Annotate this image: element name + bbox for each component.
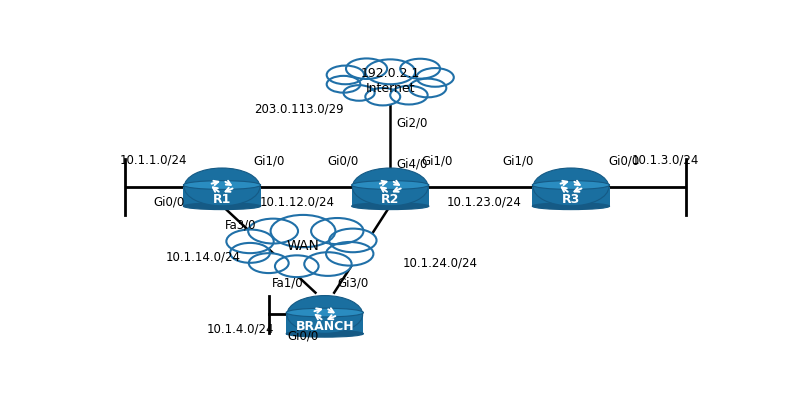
Circle shape (400, 59, 439, 79)
Text: R2: R2 (381, 193, 399, 206)
Ellipse shape (286, 330, 363, 337)
Text: Gi0/0: Gi0/0 (608, 154, 638, 167)
Ellipse shape (351, 181, 428, 189)
Ellipse shape (183, 181, 260, 189)
Circle shape (287, 296, 362, 333)
Text: Gi4/0: Gi4/0 (396, 158, 427, 170)
Ellipse shape (183, 203, 260, 210)
Bar (286, 314, 363, 335)
Text: R3: R3 (561, 193, 579, 206)
Text: 10.1.12.0/24: 10.1.12.0/24 (259, 195, 334, 208)
Circle shape (326, 65, 364, 84)
Text: BRANCH: BRANCH (296, 320, 353, 333)
Bar (183, 187, 260, 207)
Text: 10.1.1.0/24: 10.1.1.0/24 (119, 154, 186, 167)
Bar (532, 187, 609, 207)
Ellipse shape (532, 203, 609, 210)
Circle shape (345, 59, 387, 79)
Text: Fa1/0: Fa1/0 (271, 277, 303, 290)
Text: Gi0/0: Gi0/0 (153, 196, 185, 209)
Circle shape (326, 76, 360, 93)
Circle shape (416, 68, 453, 87)
Bar (351, 187, 428, 207)
Circle shape (271, 215, 335, 247)
Text: Gi0/0: Gi0/0 (328, 154, 359, 167)
Circle shape (365, 88, 400, 105)
Circle shape (275, 255, 318, 277)
Circle shape (328, 229, 376, 252)
Text: Gi3/0: Gi3/0 (337, 277, 368, 290)
Circle shape (365, 59, 414, 84)
Circle shape (230, 243, 270, 263)
Ellipse shape (286, 308, 363, 317)
Text: Gi1/0: Gi1/0 (253, 154, 284, 167)
Text: Gi1/0: Gi1/0 (421, 154, 452, 167)
Circle shape (248, 253, 288, 273)
Circle shape (409, 79, 446, 97)
Text: WAN: WAN (286, 239, 319, 253)
Text: Gi2/0: Gi2/0 (396, 117, 427, 130)
Text: Gi0/0: Gi0/0 (287, 329, 318, 342)
Circle shape (248, 219, 298, 244)
Text: 10.1.14.0/24: 10.1.14.0/24 (165, 250, 241, 263)
Ellipse shape (351, 203, 428, 210)
Circle shape (389, 86, 427, 105)
Text: 10.1.24.0/24: 10.1.24.0/24 (402, 257, 477, 269)
Circle shape (304, 252, 351, 276)
Text: Fa3/0: Fa3/0 (225, 218, 256, 231)
Text: R1: R1 (213, 193, 231, 206)
Ellipse shape (532, 181, 609, 189)
Circle shape (326, 242, 373, 265)
Circle shape (311, 218, 363, 244)
Circle shape (343, 85, 374, 101)
Circle shape (184, 168, 259, 206)
Text: 10.1.3.0/24: 10.1.3.0/24 (630, 154, 698, 167)
Text: 203.0.113.0/29: 203.0.113.0/29 (254, 103, 343, 116)
Text: Gi1/0: Gi1/0 (502, 154, 533, 167)
Text: 192.0.2.1
Internet: 192.0.2.1 Internet (360, 67, 419, 95)
Circle shape (352, 168, 427, 206)
Circle shape (532, 168, 608, 206)
Text: 10.1.23.0/24: 10.1.23.0/24 (446, 195, 520, 208)
Circle shape (226, 229, 273, 253)
Text: 10.1.4.0/24: 10.1.4.0/24 (206, 322, 274, 336)
